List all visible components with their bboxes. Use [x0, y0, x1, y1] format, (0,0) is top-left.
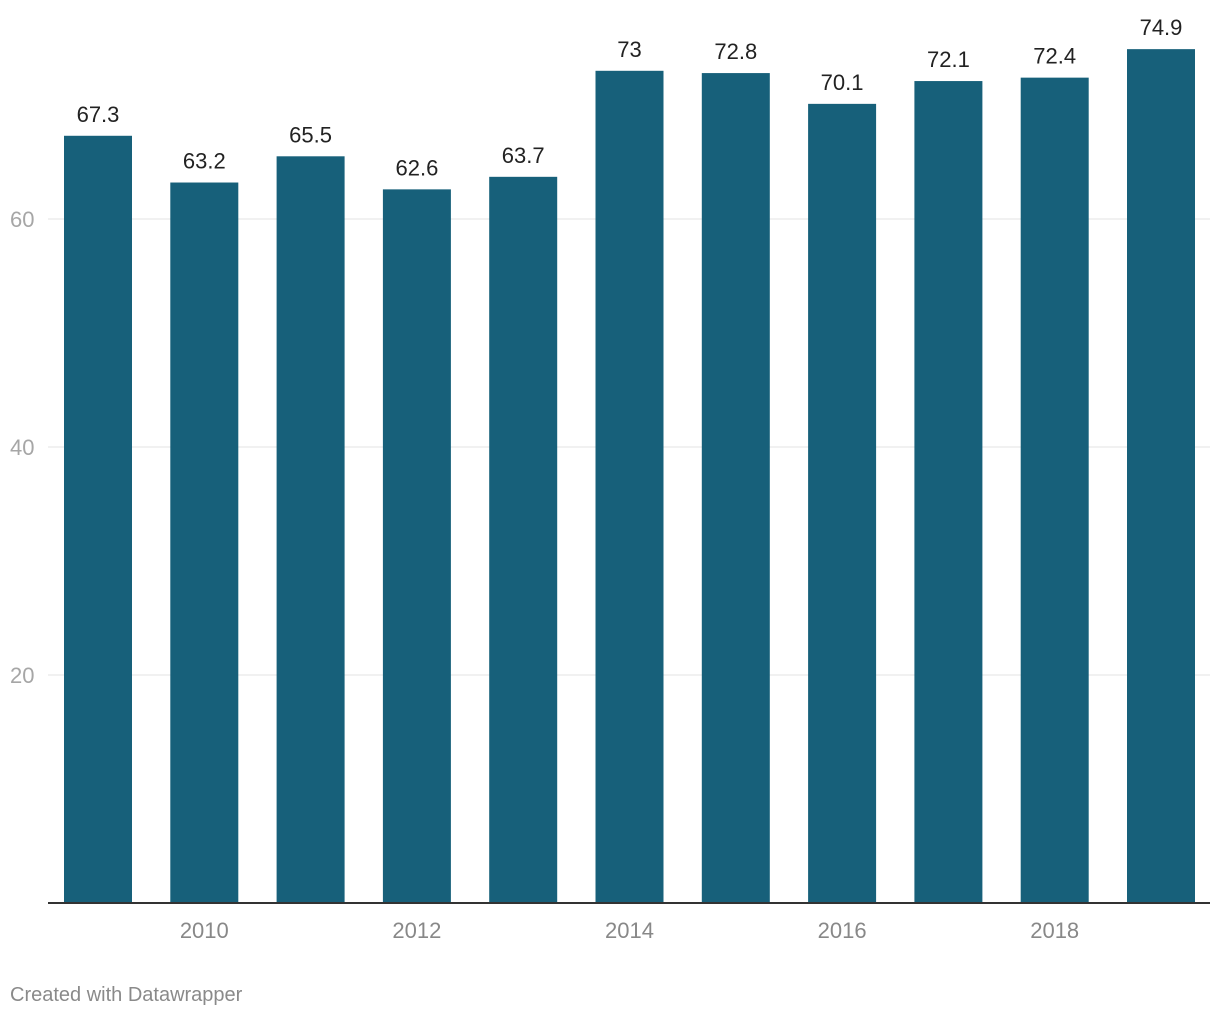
credit-text: Created with Datawrapper: [10, 984, 243, 1006]
bar-chart: 67.3 63.2 65.5 62.6 63.7 73 72.8 70.1 72.1 72.4 74…: [10, 15, 1210, 943]
data-label: 72.4: [1033, 44, 1076, 69]
data-label: 73: [617, 37, 641, 62]
bar-2010: [170, 182, 239, 903]
bar-2015: [701, 73, 770, 903]
data-label: 67.3: [77, 102, 120, 127]
data-label: 72.1: [927, 47, 970, 72]
bar-2016: [808, 103, 877, 904]
x-tick-label: 2014: [605, 918, 654, 943]
x-tick-label: 2010: [180, 918, 229, 943]
y-tick-label: 40: [10, 435, 34, 460]
y-axis: 20 40 60: [10, 207, 34, 688]
bar-2013: [489, 176, 558, 903]
bar-2019: [1127, 49, 1195, 903]
data-label: 72.8: [714, 39, 757, 64]
y-tick-label: 60: [10, 207, 34, 232]
bars: [64, 49, 1195, 904]
data-label: 63.2: [183, 149, 226, 174]
bar-2018: [1020, 77, 1089, 903]
bar-2014: [595, 70, 664, 904]
bar-2012: [382, 189, 451, 904]
bar-2011: [276, 156, 345, 904]
x-tick-label: 2012: [392, 918, 441, 943]
data-label: 74.9: [1140, 15, 1183, 40]
x-axis: 2010 2012 2014 2016 2018: [48, 902, 1210, 943]
data-label: 62.6: [395, 155, 438, 180]
bar-2009: [64, 135, 132, 903]
x-tick-label: 2016: [818, 918, 867, 943]
x-tick-label: 2018: [1030, 918, 1079, 943]
y-tick-label: 20: [10, 663, 34, 688]
data-label: 65.5: [289, 122, 332, 147]
bar-2017: [914, 81, 983, 903]
data-label: 70.1: [821, 70, 864, 95]
data-label: 63.7: [502, 143, 545, 168]
data-labels: 67.3 63.2 65.5 62.6 63.7 73 72.8 70.1 72.1 72.4 74…: [77, 15, 1183, 180]
